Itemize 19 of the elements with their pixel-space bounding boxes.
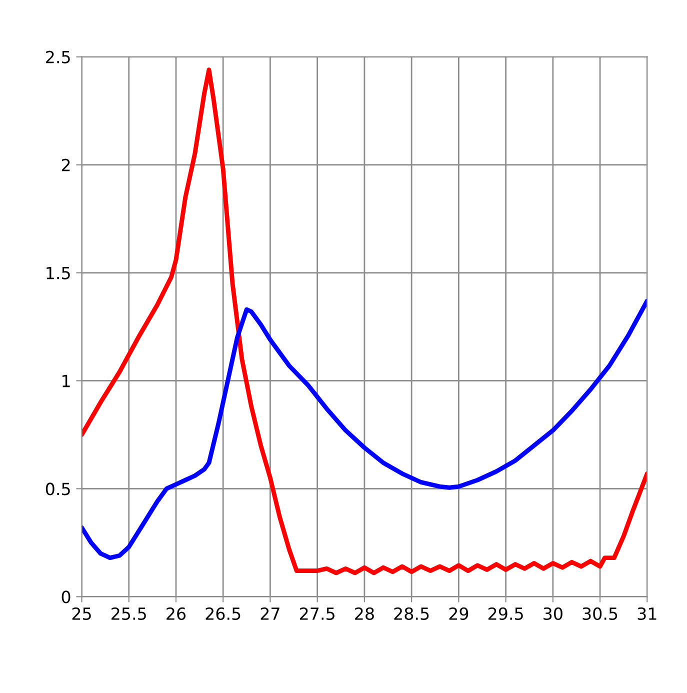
y-tick-label: 0: [62, 590, 70, 604]
x-tick-label: 26: [166, 607, 186, 620]
x-tick-label: 28.5: [394, 607, 429, 620]
x-tick-label: 30.5: [582, 607, 618, 620]
x-tick-label: 27.5: [300, 607, 334, 620]
y-tick-label: 1: [62, 374, 70, 388]
x-tick-label: 29: [449, 607, 468, 620]
y-tick-label: 1.5: [46, 266, 70, 280]
x-tick-label: 26.5: [206, 607, 240, 620]
x-tick-label: 30: [544, 607, 562, 620]
x-tick-label: 25.5: [112, 607, 146, 620]
x-tick-label: 27: [260, 607, 280, 620]
x-tick-label: 29.5: [488, 607, 523, 620]
y-tick-label: 2: [62, 158, 70, 172]
y-tick-label: 0.5: [46, 482, 70, 496]
x-tick-label: 28: [355, 607, 374, 620]
x-tick-label: 25: [72, 607, 91, 620]
x-tick-label: 31: [638, 607, 656, 620]
y-tick-label: 2.5: [46, 50, 70, 64]
